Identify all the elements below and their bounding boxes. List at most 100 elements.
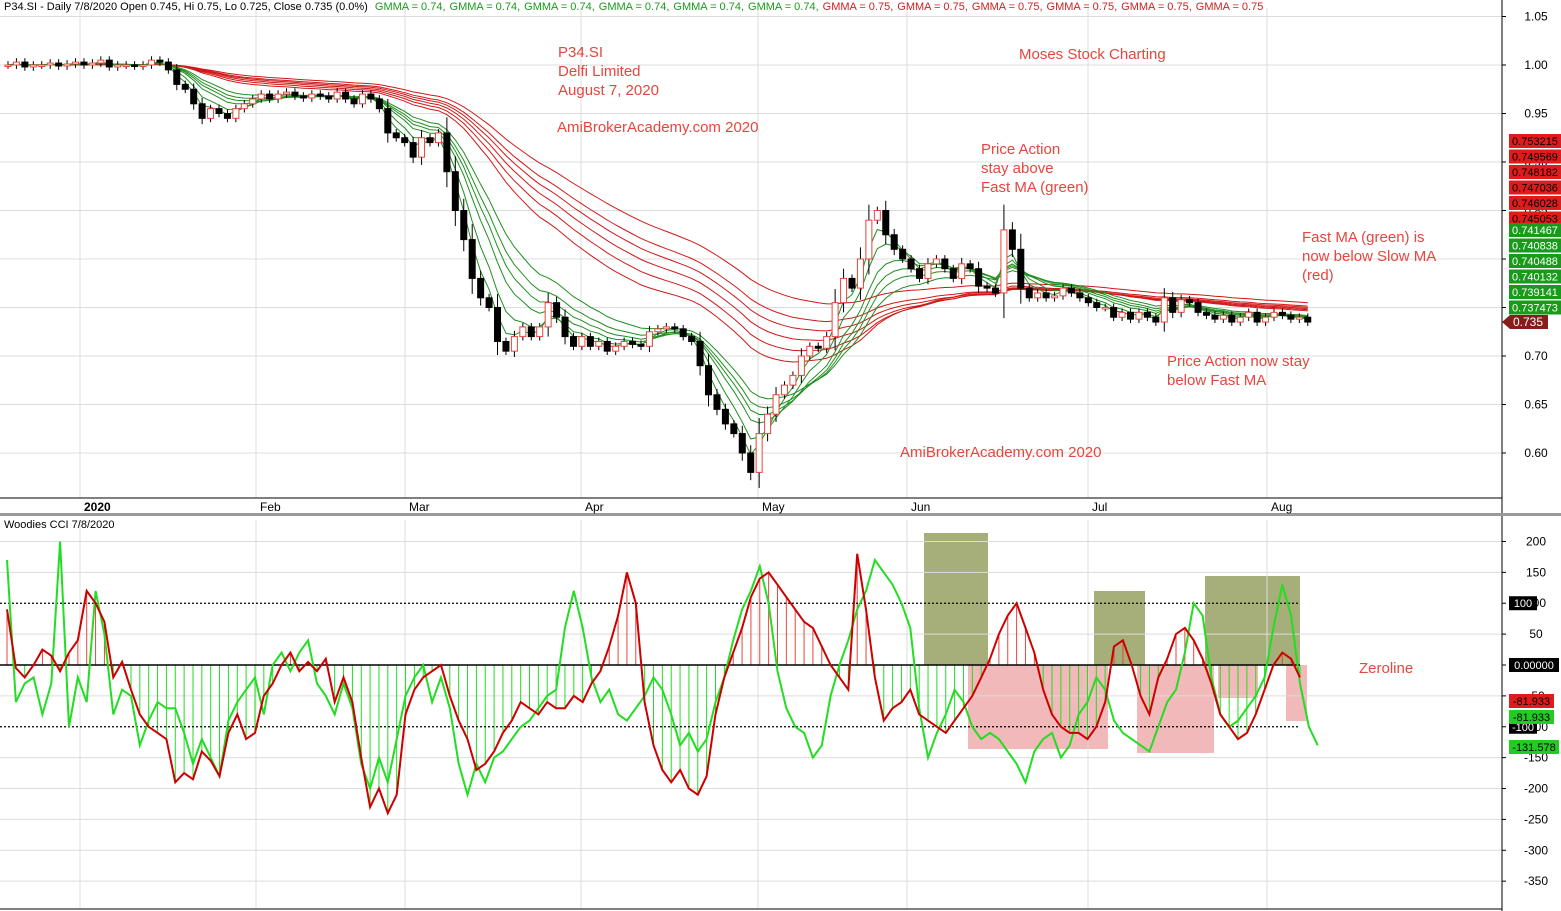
gmma-value: GMMA = 0.74, bbox=[673, 1, 745, 13]
candle bbox=[451, 171, 459, 211]
candle bbox=[553, 302, 561, 318]
tcci-value-tag-text: -131.578 bbox=[1512, 742, 1555, 754]
candle bbox=[620, 340, 628, 347]
ema-value-tag-text: 0.737473 bbox=[1512, 303, 1558, 315]
candle bbox=[1236, 316, 1244, 323]
candle bbox=[510, 336, 518, 352]
price-tick-label: 0.95 bbox=[1524, 107, 1548, 121]
cci-tick-label: -200 bbox=[1524, 782, 1548, 796]
ema-value-tag-text: 0.740838 bbox=[1512, 241, 1558, 253]
candle bbox=[308, 93, 316, 99]
ema-value-tag-text: 0.740488 bbox=[1512, 256, 1558, 268]
note-line: Price Action now stay bbox=[1167, 353, 1310, 370]
candle bbox=[705, 365, 713, 396]
candle bbox=[865, 219, 873, 260]
candle bbox=[873, 210, 881, 221]
candle bbox=[173, 69, 181, 85]
month-label: Mar bbox=[409, 500, 430, 514]
ema-value-tag bbox=[1509, 269, 1561, 284]
ema-value-tag bbox=[1509, 149, 1561, 164]
candle bbox=[249, 98, 257, 105]
candle bbox=[1135, 311, 1143, 320]
candle bbox=[1110, 307, 1118, 318]
highlight-box bbox=[924, 533, 988, 665]
panel-divider bbox=[0, 513, 1561, 516]
candle bbox=[333, 91, 341, 100]
gmma-value: GMMA = 0.75 bbox=[1195, 1, 1264, 13]
candle bbox=[1059, 287, 1067, 297]
month-label: 2020 bbox=[84, 500, 111, 514]
candle bbox=[21, 61, 29, 68]
gmma-value: GMMA = 0.75, bbox=[1046, 1, 1118, 13]
month-label: Apr bbox=[585, 500, 604, 514]
candle bbox=[401, 137, 409, 144]
candle bbox=[924, 263, 932, 279]
candle bbox=[764, 413, 772, 435]
candle bbox=[434, 132, 442, 144]
cci-tick-label: -150 bbox=[1524, 751, 1548, 765]
tcci-value-tag-text: -81.933 bbox=[1513, 712, 1550, 724]
candle bbox=[958, 263, 966, 279]
ticker-text: P34.SI bbox=[558, 44, 604, 61]
candle bbox=[164, 61, 172, 71]
candle bbox=[240, 103, 248, 110]
candle bbox=[679, 328, 687, 338]
candle bbox=[1025, 287, 1033, 299]
candle bbox=[1017, 248, 1025, 289]
candle bbox=[502, 340, 510, 352]
candle bbox=[1160, 297, 1168, 323]
candle bbox=[1278, 311, 1286, 316]
candle bbox=[63, 63, 71, 67]
gmma-value: GMMA = 0.75, bbox=[897, 1, 968, 13]
candle bbox=[12, 61, 20, 66]
price-tag bbox=[1502, 315, 1548, 329]
candle bbox=[207, 108, 215, 119]
candle bbox=[375, 98, 383, 110]
ema-value-tag-text: 0.745053 bbox=[1512, 214, 1558, 226]
cci-tick-label: -350 bbox=[1524, 874, 1548, 888]
candle bbox=[1008, 229, 1016, 250]
candle bbox=[941, 258, 949, 270]
candle bbox=[1076, 292, 1084, 299]
candle bbox=[460, 210, 468, 241]
gmma-values: GMMA = 0.74, GMMA = 0.74, GMMA = 0.74, GMMA… bbox=[375, 1, 1267, 13]
candle bbox=[629, 340, 637, 345]
candle bbox=[645, 331, 653, 347]
candle bbox=[1084, 297, 1092, 304]
highlight-box bbox=[1094, 591, 1145, 665]
cci-tick-label: 200 bbox=[1526, 534, 1546, 548]
gmma-value: GMMA = 0.74, bbox=[449, 1, 521, 13]
watermark-top: AmiBrokerAcademy.com 2020 bbox=[557, 119, 759, 136]
gmma-value: GMMA = 0.74, bbox=[524, 1, 595, 13]
candle bbox=[4, 64, 12, 67]
fast-ma-line bbox=[7, 62, 1308, 416]
price-tag-text: 0.735 bbox=[1513, 315, 1543, 329]
candle bbox=[578, 336, 586, 347]
highlight-box bbox=[1286, 665, 1307, 721]
cci-level-tag bbox=[1509, 658, 1559, 672]
candle bbox=[257, 93, 265, 100]
month-label: May bbox=[762, 500, 785, 514]
candle bbox=[1287, 314, 1295, 320]
candle bbox=[797, 355, 805, 376]
ema-value-tag-text: 0.741467 bbox=[1512, 225, 1558, 237]
candle bbox=[1186, 299, 1194, 304]
candle bbox=[1042, 292, 1050, 299]
candle bbox=[88, 62, 96, 66]
candle bbox=[181, 83, 189, 90]
cci-value-tag bbox=[1509, 694, 1554, 708]
candle bbox=[55, 62, 63, 67]
candle bbox=[1051, 295, 1059, 299]
candle bbox=[223, 113, 231, 119]
month-label: Jun bbox=[911, 500, 930, 514]
candle bbox=[1067, 287, 1075, 294]
moses-label: Moses Stock Charting bbox=[1019, 46, 1166, 63]
price-tick-label: 1.00 bbox=[1524, 58, 1548, 72]
candle bbox=[1295, 316, 1303, 320]
candle bbox=[443, 132, 451, 173]
candle bbox=[105, 59, 113, 68]
candle bbox=[384, 108, 392, 134]
candle bbox=[696, 340, 704, 367]
candle bbox=[122, 64, 130, 67]
